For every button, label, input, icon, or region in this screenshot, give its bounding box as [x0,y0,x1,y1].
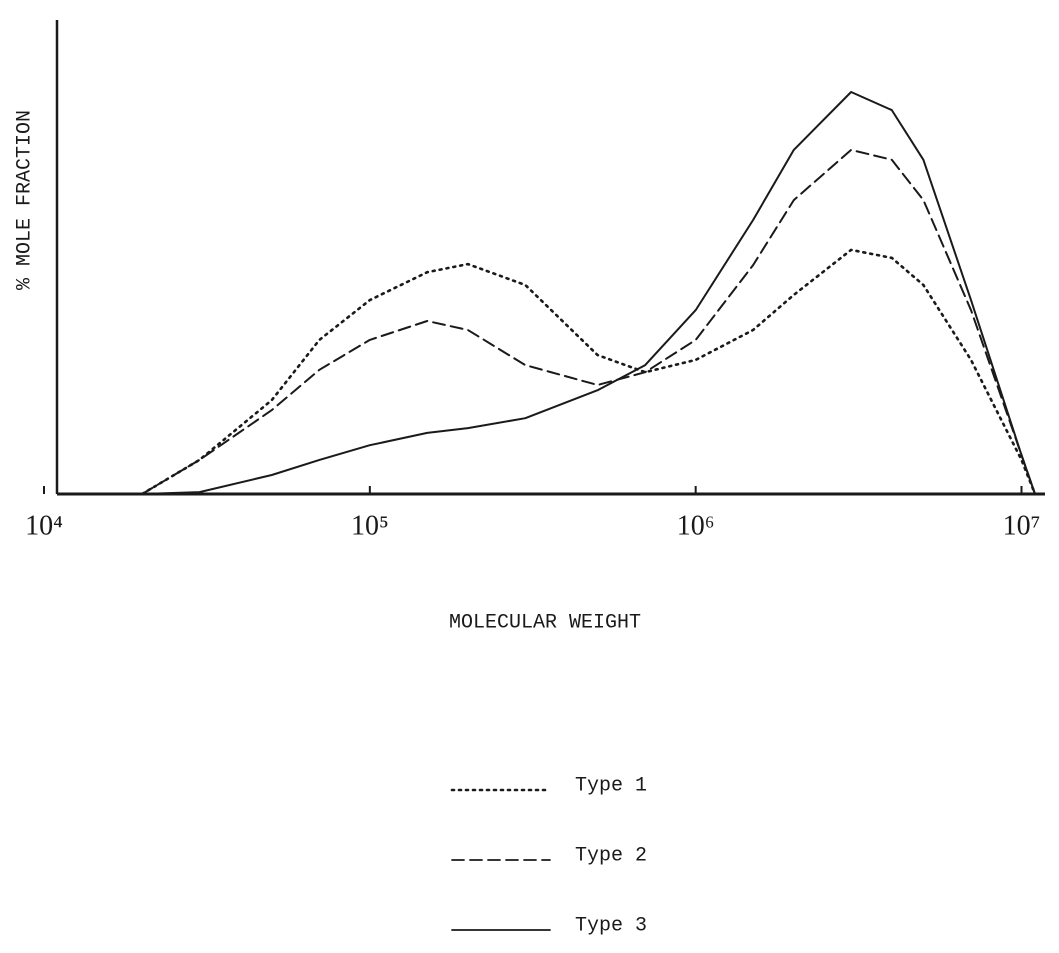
x-tick-label: 10⁶ [677,510,715,541]
line [142,150,1035,494]
line [142,250,1035,494]
x-tick-label: 10⁴ [25,510,63,541]
legend-label: Type 2 [575,844,647,867]
chart: MOLECULAR WEIGHT % MOLE FRACTION 10⁴ 10⁵ 1… [0,0,1059,953]
x-tick-label: 10⁵ [351,510,389,541]
line [142,92,1035,494]
y-axis-label: % MOLE FRACTION [13,110,36,290]
x-tick-label: 10⁷ [1003,510,1041,541]
page: {"chart_data": {"type": "line", "x_label… [0,0,1059,953]
x-axis-label: MOLECULAR WEIGHT [449,611,641,634]
legend-label: Type 1 [575,774,647,797]
legend-label: Type 3 [575,914,647,937]
